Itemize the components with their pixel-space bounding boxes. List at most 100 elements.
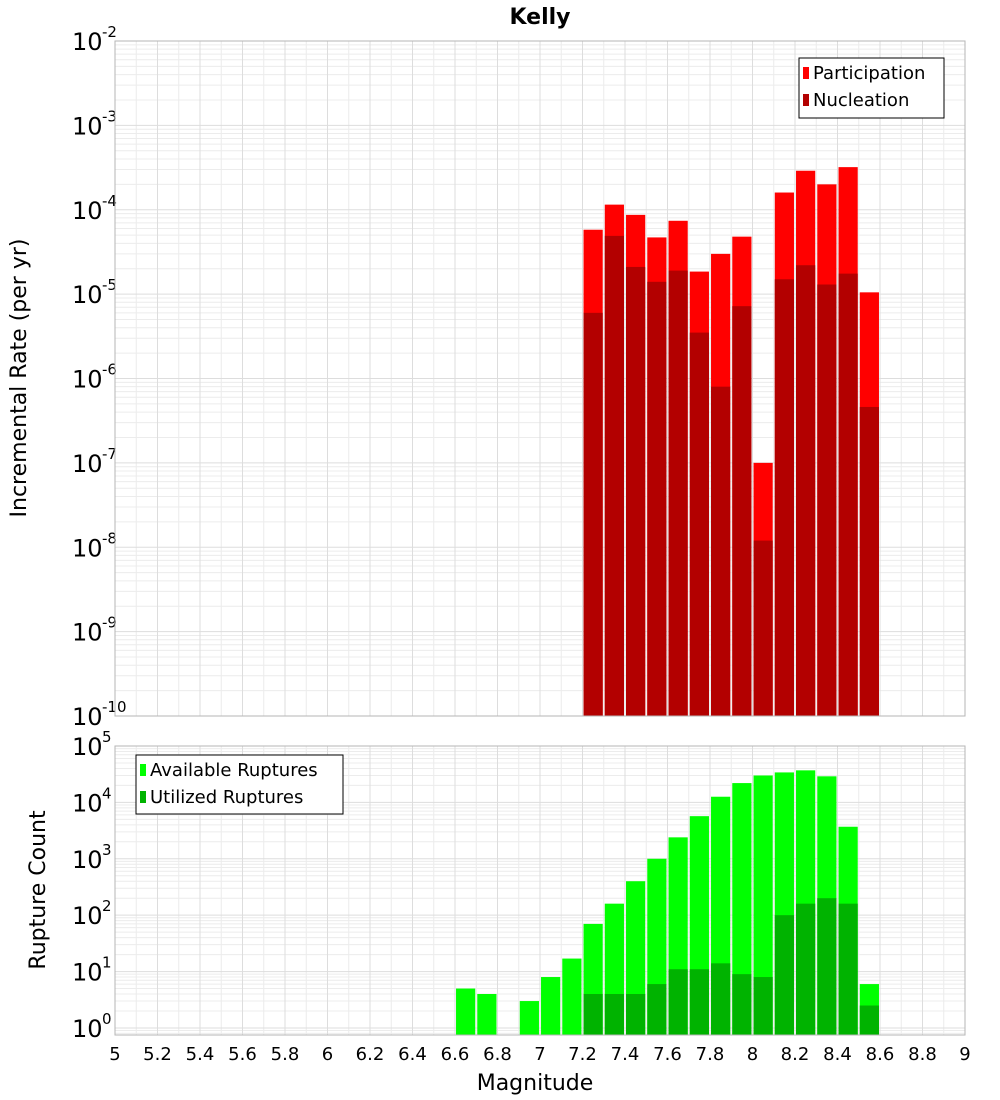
- bar-utilized-ruptures: [753, 977, 773, 1035]
- x-tick-label: 6.2: [356, 1044, 385, 1065]
- legend-box: [798, 57, 945, 119]
- bar-nucleation: [774, 279, 794, 716]
- bar-nucleation: [604, 235, 624, 716]
- x-tick-label: 6.8: [483, 1044, 512, 1065]
- x-tick-label: 8.4: [823, 1044, 852, 1065]
- x-axis-label: Magnitude: [477, 1071, 594, 1096]
- bar-nucleation: [732, 306, 752, 716]
- bar-available-ruptures: [519, 1001, 539, 1035]
- y-tick-label: 10: [72, 619, 103, 647]
- bar-utilized-ruptures: [626, 994, 646, 1035]
- bar-utilized-ruptures: [796, 903, 816, 1035]
- bar-nucleation: [668, 270, 688, 716]
- bar-available-ruptures: [456, 988, 476, 1035]
- x-tick-label: 8: [747, 1044, 758, 1065]
- x-tick-label: 7.6: [653, 1044, 682, 1065]
- x-tick-label: 6.4: [398, 1044, 427, 1065]
- bar-nucleation: [626, 266, 646, 716]
- y-tick-label: 10: [72, 197, 103, 225]
- bar-nucleation: [753, 540, 773, 716]
- x-tick-label: 8.6: [866, 1044, 895, 1065]
- y-tick-exponent: -3: [102, 107, 117, 125]
- legend: Available Ruptures Utilized Ruptures: [135, 754, 344, 815]
- x-tick-label: 7.2: [568, 1044, 597, 1065]
- y-tick-exponent: 2: [102, 897, 112, 915]
- bar-utilized-ruptures: [647, 984, 667, 1035]
- y-tick-exponent: -9: [102, 614, 117, 632]
- legend-swatch: [803, 67, 809, 79]
- x-tick-label: 5.4: [186, 1044, 215, 1065]
- y-tick-label: 10: [72, 281, 103, 309]
- y-tick-exponent: -5: [102, 276, 117, 294]
- y-tick-exponent: 3: [102, 841, 112, 859]
- y-tick-exponent: -7: [102, 445, 117, 463]
- bar-available-ruptures: [562, 958, 582, 1035]
- bar-utilized-ruptures: [604, 994, 624, 1035]
- bar-nucleation: [583, 312, 603, 716]
- bar-nucleation: [796, 265, 816, 716]
- bar-utilized-ruptures: [711, 963, 731, 1035]
- bar-utilized-ruptures: [774, 915, 794, 1035]
- y-tick-label: 10: [72, 28, 103, 56]
- y-tick-exponent: -4: [102, 192, 117, 210]
- x-tick-label: 6: [322, 1044, 333, 1065]
- x-tick-label: 8.2: [781, 1044, 810, 1065]
- legend-label: Nucleation: [813, 90, 909, 111]
- bar-nucleation: [838, 273, 858, 716]
- y-tick-exponent: -6: [102, 361, 117, 379]
- y-tick-label: 10: [72, 733, 103, 761]
- y-tick-exponent: -8: [102, 529, 117, 547]
- y-tick-exponent: 0: [102, 1010, 112, 1028]
- x-tick-label: 5.6: [228, 1044, 257, 1065]
- y-tick-exponent: 4: [102, 784, 112, 802]
- legend-swatch: [140, 764, 146, 776]
- x-tick-label: 5.2: [143, 1044, 172, 1065]
- bar-utilized-ruptures: [689, 969, 709, 1035]
- legend-swatch: [803, 94, 809, 106]
- legend-label: Utilized Ruptures: [150, 787, 303, 808]
- legend-label: Participation: [813, 63, 925, 84]
- plot-frame: [114, 40, 966, 717]
- legend-box: [135, 754, 344, 815]
- y-tick-label: 10: [72, 959, 103, 987]
- bar-nucleation: [817, 284, 837, 716]
- bar-nucleation: [711, 386, 731, 716]
- x-tick-label: 5: [109, 1044, 120, 1065]
- y-tick-label: 10: [72, 450, 103, 478]
- bar-available-ruptures: [477, 994, 497, 1035]
- legend-label: Available Ruptures: [150, 760, 318, 781]
- bar-utilized-ruptures: [732, 974, 752, 1035]
- bar-nucleation: [647, 281, 667, 716]
- legend-swatch: [140, 791, 146, 803]
- y-tick-label: 10: [72, 902, 103, 930]
- bar-nucleation: [859, 406, 879, 716]
- bar-utilized-ruptures: [838, 903, 858, 1035]
- y-axis-label: Rupture Count: [26, 810, 51, 970]
- bar-utilized-ruptures: [668, 969, 688, 1035]
- bar-nucleation: [689, 332, 709, 716]
- x-tick-label: 7.8: [696, 1044, 725, 1065]
- bar-utilized-ruptures: [817, 898, 837, 1035]
- y-tick-label: 10: [72, 112, 103, 140]
- y-tick-exponent: 1: [102, 954, 112, 972]
- y-tick-label: 10: [72, 789, 103, 817]
- bar-available-ruptures: [541, 977, 561, 1035]
- bar-available-ruptures: [732, 783, 752, 1035]
- y-tick-exponent: -10: [102, 698, 127, 716]
- bar-utilized-ruptures: [583, 994, 603, 1035]
- x-tick-label: 6.6: [441, 1044, 470, 1065]
- chart-title: Kelly: [509, 5, 570, 30]
- plot-frame: [114, 745, 966, 1036]
- x-tick-label: 7: [534, 1044, 545, 1065]
- legend: Participation Nucleation: [798, 57, 945, 119]
- bar-available-ruptures: [753, 775, 773, 1035]
- y-tick-label: 10: [72, 534, 103, 562]
- y-tick-exponent: -2: [102, 23, 117, 41]
- y-tick-label: 10: [72, 1015, 103, 1043]
- y-tick-exponent: 5: [102, 728, 112, 746]
- x-tick-label: 9: [959, 1044, 970, 1065]
- x-tick-label: 7.4: [611, 1044, 640, 1065]
